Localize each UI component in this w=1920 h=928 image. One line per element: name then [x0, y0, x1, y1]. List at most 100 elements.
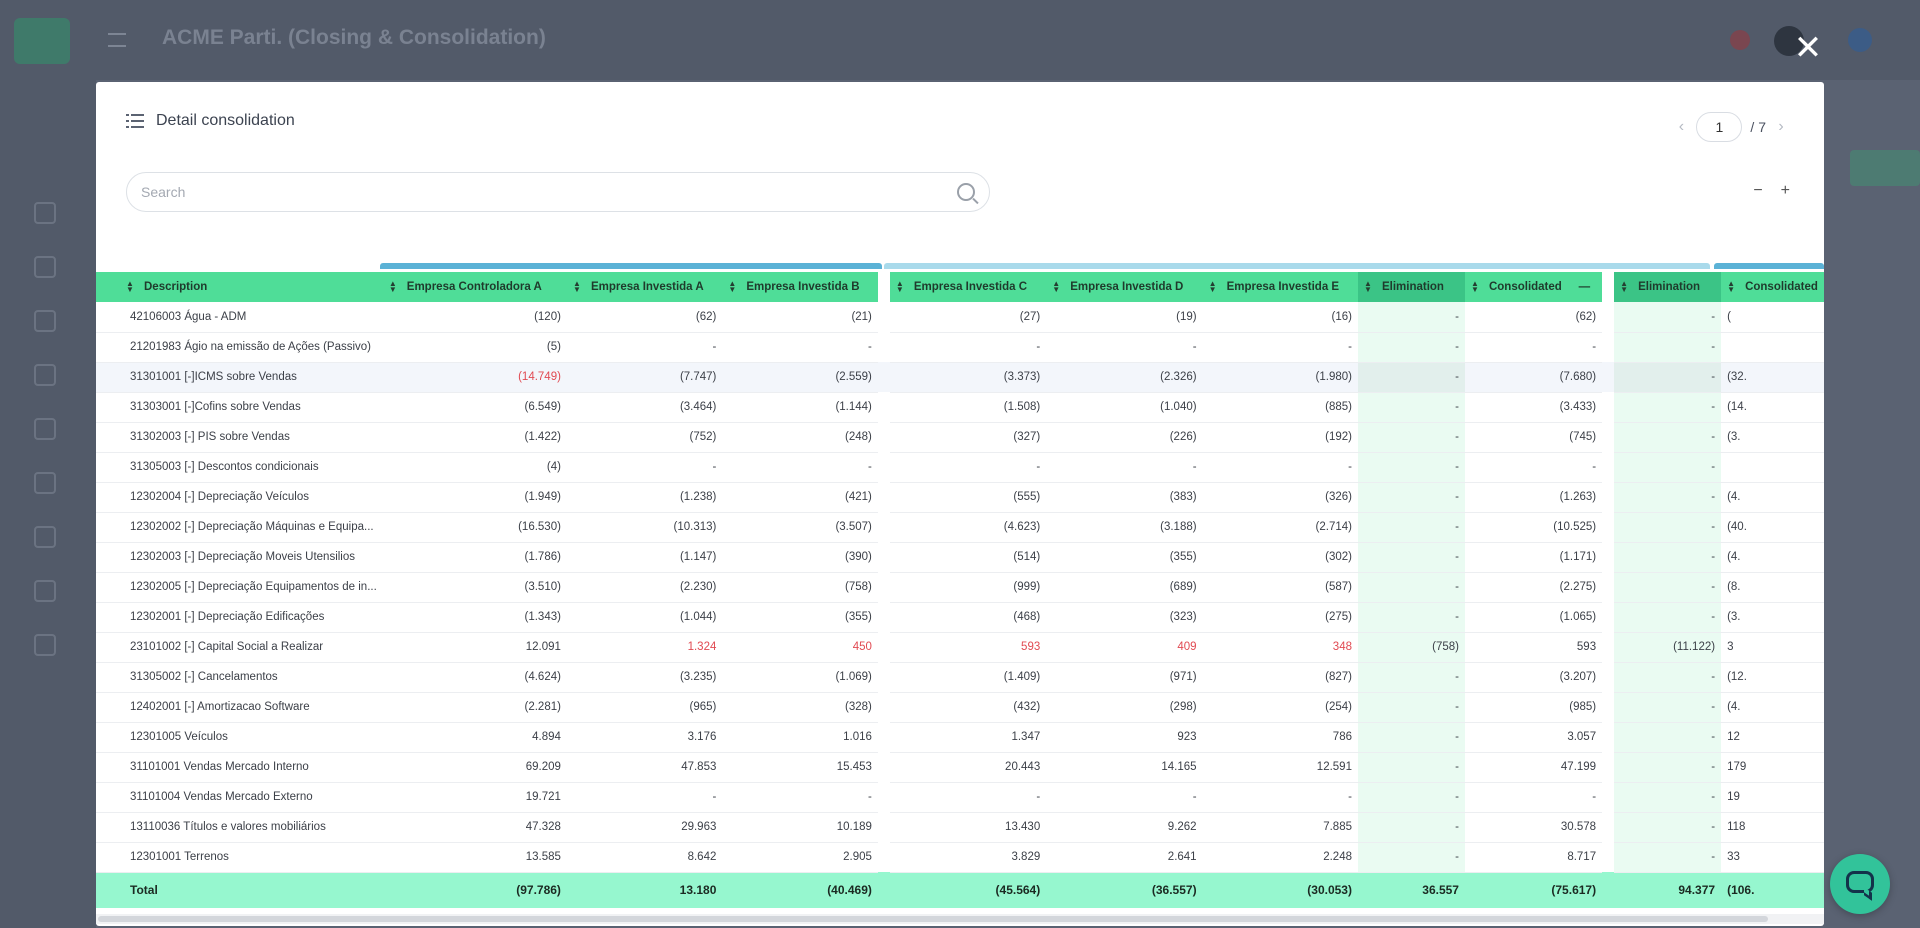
row-description: 21201983 Ágio na emissão de Ações (Passi… [96, 332, 383, 363]
collapse-group-icon[interactable]: — [1578, 280, 1591, 293]
column-header-controladora-a[interactable]: ▲ ▼ Empresa Controladora A [382, 272, 567, 302]
column-separator [877, 392, 890, 422]
table-row[interactable]: 12302005 [-] Depreciação Equipamentos de… [96, 572, 1824, 603]
table-cell: 29.963 [566, 812, 723, 843]
column-separator [877, 482, 890, 512]
table-cell: - [1357, 452, 1465, 483]
chevron-right-icon[interactable]: › [1778, 118, 1784, 135]
table-cell: 8.642 [566, 842, 723, 873]
sort-icon[interactable]: ▲ ▼ [1620, 278, 1629, 294]
search-icon[interactable] [957, 183, 975, 201]
sort-icon[interactable]: ▲ ▼ [895, 278, 904, 294]
column-separator [1602, 392, 1615, 422]
row-description: 31101001 Vendas Mercado Interno [96, 752, 383, 783]
horizontal-scrollbar[interactable] [96, 914, 1824, 924]
table-cell: (4.624) [382, 662, 567, 693]
table-row[interactable]: 23101002 [-] Capital Social a Realizar 12… [96, 632, 1824, 663]
column-header-elimination[interactable]: ▲ ▼ Elimination [1357, 272, 1465, 302]
row-description: 31302003 [-] PIS sobre Vendas [96, 422, 383, 453]
close-icon[interactable]: ✕ [1793, 29, 1823, 67]
sort-icon[interactable]: ▲ ▼ [1208, 278, 1217, 294]
table-cell: (275) [1202, 602, 1358, 633]
total-cell: 36.557 [1357, 872, 1465, 908]
row-description: 31101004 Vendas Mercado Externo [96, 782, 383, 813]
total-cell: (45.564) [889, 872, 1047, 908]
table-row[interactable]: 31305003 [-] Descontos condicionais (4) - -… [96, 452, 1824, 483]
column-header-consolidated[interactable]: ▲ ▼ Consolidated — [1464, 272, 1603, 302]
table-row[interactable]: 42106003 Água - ADM (120) (62) (21) (27) (19)… [96, 302, 1824, 333]
column-header-investida-b[interactable]: ▲ ▼ Empresa Investida B [722, 272, 878, 302]
table-cell: - [1357, 782, 1465, 813]
total-cell: (106. [1721, 872, 1824, 908]
table-cell: - [1464, 332, 1603, 363]
column-header-investida-d[interactable]: ▲ ▼ Empresa Investida D [1046, 272, 1203, 302]
sort-icon[interactable]: ▲ ▼ [388, 278, 397, 294]
table-cell: - [1357, 842, 1465, 873]
page-number-input[interactable]: 1 [1696, 112, 1743, 142]
table-row[interactable]: 31301001 [-]ICMS sobre Vendas (14.749) (7.… [96, 362, 1824, 393]
search-input[interactable] [141, 184, 957, 200]
table-cell: - [1357, 602, 1465, 633]
column-separator [877, 362, 890, 392]
sort-icon[interactable]: ▲ ▼ [728, 278, 737, 294]
column-header-consolidated-2[interactable]: ▲ ▼ Consolidated [1721, 272, 1824, 302]
column-separator [1602, 812, 1615, 842]
table-cell: - [1614, 542, 1722, 573]
table-cell: (2.559) [722, 362, 878, 393]
table-cell: 1.016 [722, 722, 878, 753]
table-cell: 2.248 [1202, 842, 1358, 873]
chat-button[interactable] [1830, 854, 1890, 914]
sidebar-icon [34, 310, 56, 332]
sort-icon[interactable]: ▲ ▼ [572, 278, 581, 294]
sort-icon[interactable]: ▲ ▼ [126, 278, 134, 294]
table-row[interactable]: 13110036 Títulos e valores mobiliários 47… [96, 812, 1824, 843]
table-row[interactable]: 12402001 [-] Amortizacao Software (2.281)… [96, 692, 1824, 723]
table-row[interactable]: 31303001 [-]Cofins sobre Vendas (6.549) (3… [96, 392, 1824, 423]
column-header-investida-c[interactable]: ▲ ▼ Empresa Investida C [889, 272, 1047, 302]
table-row[interactable]: 12302003 [-] Depreciação Moveis Utensili… [96, 542, 1824, 573]
table-cell: - [1614, 362, 1722, 393]
table-row[interactable]: 12302002 [-] Depreciação Máquinas e Equi… [96, 512, 1824, 543]
column-separator [877, 872, 890, 908]
table-row[interactable]: 31302003 [-] PIS sobre Vendas (1.422) (752… [96, 422, 1824, 453]
table-cell: - [1357, 302, 1465, 333]
scrollbar-thumb[interactable] [98, 916, 1768, 922]
table-cell: - [1464, 782, 1603, 813]
table-cell: 3.829 [889, 842, 1047, 873]
table-row[interactable]: 12302004 [-] Depreciação Veículos (1.949)… [96, 482, 1824, 513]
table-cell: 7.885 [1202, 812, 1358, 843]
table-cell: - [1614, 482, 1722, 513]
table-row[interactable]: 12301001 Terrenos 13.585 8.642 2.905 3.829 2.… [96, 842, 1824, 873]
sort-icon[interactable]: ▲ ▼ [1471, 278, 1479, 294]
table-cell: (4. [1721, 542, 1824, 573]
table-cell: 19.721 [382, 782, 567, 813]
table-cell: (421) [722, 482, 878, 513]
table-cell: (14. [1721, 392, 1824, 423]
consolidation-table-wrapper[interactable]: ▲ ▼ Description ▲ ▼ Empresa Controladora A ▲… [96, 272, 1824, 912]
table-cell: (2.230) [566, 572, 723, 603]
table-row[interactable]: 21201983 Ágio na emissão de Ações (Passi… [96, 332, 1824, 363]
column-header-investida-a[interactable]: ▲ ▼ Empresa Investida A [566, 272, 723, 302]
table-cell: (1.422) [382, 422, 567, 453]
sort-icon[interactable]: ▲ ▼ [1727, 278, 1736, 294]
table-cell: - [566, 782, 723, 813]
table-cell: - [1357, 332, 1465, 363]
sort-icon[interactable]: ▲ ▼ [1364, 278, 1372, 294]
column-header-investida-e[interactable]: ▲ ▼ Empresa Investida E [1202, 272, 1358, 302]
table-cell: - [722, 452, 878, 483]
table-cell: - [722, 782, 878, 813]
column-separator [877, 632, 890, 662]
table-row[interactable]: 31305002 [-] Cancelamentos (4.624) (3.235)… [96, 662, 1824, 693]
table-row[interactable]: 31101004 Vendas Mercado Externo 19.721- - -… [96, 782, 1824, 813]
chevron-left-icon[interactable]: ‹ [1678, 118, 1685, 135]
table-row[interactable]: 12301005 Veículos 4.894 3.176 1.016 1.347 923… [96, 722, 1824, 753]
table-cell: (298) [1046, 692, 1203, 723]
column-separator [1602, 752, 1615, 782]
column-header-description[interactable]: ▲ ▼ Description [96, 272, 383, 302]
table-row[interactable]: 12302001 [-] Depreciação Edificações (1.3… [96, 602, 1824, 633]
expand-all-button[interactable]: + [1780, 182, 1790, 199]
collapse-all-button[interactable]: − [1753, 182, 1763, 199]
column-header-elimination-2[interactable]: ▲ ▼ Elimination [1614, 272, 1722, 302]
sort-icon[interactable]: ▲ ▼ [1052, 278, 1061, 294]
table-row[interactable]: 31101001 Vendas Mercado Interno 69.209 47.… [96, 752, 1824, 783]
